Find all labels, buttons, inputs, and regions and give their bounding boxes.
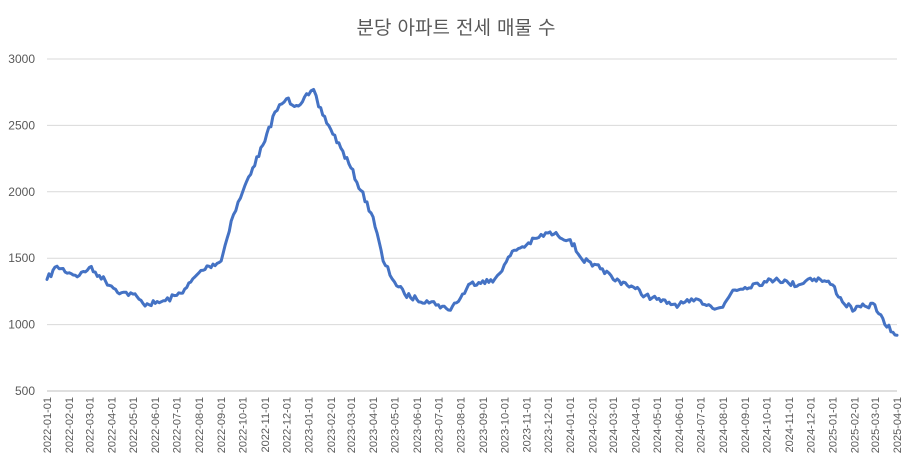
- x-tick-label: 2023-04-01: [368, 397, 380, 453]
- series-line: [45, 88, 899, 337]
- x-tick-label: 2023-02-01: [326, 397, 338, 453]
- x-tick-label: 2024-06-01: [674, 397, 686, 453]
- x-tick-label: 2023-12-01: [543, 397, 555, 453]
- y-tick-label: 500: [15, 384, 35, 398]
- x-tick-label: 2022-12-01: [281, 397, 293, 453]
- x-tick-label: 2025-01-01: [827, 397, 839, 453]
- x-tick-label: 2022-01-01: [42, 397, 54, 453]
- y-tick-label: 1500: [8, 251, 35, 265]
- x-tick-label: 2023-08-01: [456, 397, 468, 453]
- x-tick-label: 2024-05-01: [652, 397, 664, 453]
- x-tick-label: 2023-10-01: [499, 397, 511, 453]
- y-tick-label: 2500: [8, 118, 35, 132]
- y-tick-label: 3000: [8, 52, 35, 66]
- x-tick-label: 2022-03-01: [84, 397, 96, 453]
- x-tick-label: 2022-10-01: [238, 397, 250, 453]
- x-tick-label: 2024-08-01: [718, 397, 730, 453]
- x-tick-label: 2025-02-01: [850, 397, 862, 453]
- x-tick-label: 2022-05-01: [128, 397, 140, 453]
- x-tick-label: 2025-03-01: [870, 397, 882, 453]
- x-tick-label: 2023-05-01: [390, 397, 402, 453]
- x-tick-labels: 2022-01-01 2022-02-01 2022-03-01 2022-04-01…: [42, 397, 904, 453]
- y-tick-label: 1000: [8, 318, 35, 332]
- series-layer: [45, 88, 899, 337]
- x-tick-label: 2023-03-01: [346, 397, 358, 453]
- x-tick-label: 2024-02-01: [587, 397, 599, 453]
- x-tick-label: 2024-12-01: [805, 397, 817, 453]
- gridlines: [47, 58, 897, 326]
- x-tick-label: 2023-11-01: [521, 397, 533, 452]
- x-tick-label: 2022-08-01: [194, 397, 206, 453]
- chart-title: 분당 아파트 전세 매물 수: [357, 17, 556, 39]
- x-tick-label: 2022-09-01: [216, 397, 228, 453]
- y-tick-labels: 500 1000 1500 2000 2500 3000: [8, 52, 35, 398]
- x-tick-label: 2024-03-01: [608, 397, 620, 453]
- x-tick-label: 2023-06-01: [412, 397, 424, 453]
- x-tick-label: 2024-07-01: [696, 397, 708, 453]
- x-tick-label: 2024-10-01: [762, 397, 774, 453]
- x-tick-label: 2024-01-01: [565, 397, 577, 453]
- x-tick-label: 2022-06-01: [150, 397, 162, 453]
- x-tick-label: 2022-11-01: [260, 397, 272, 452]
- x-tick-label: 2022-07-01: [172, 397, 184, 453]
- x-tick-label: 2023-09-01: [478, 397, 490, 453]
- x-tick-label: 2025-04-01: [892, 397, 904, 453]
- x-tick-label: 2024-09-01: [740, 397, 752, 453]
- x-tick-label: 2023-07-01: [433, 397, 445, 453]
- x-tick-label: 2024-11-01: [784, 397, 796, 452]
- x-tick-label: 2024-04-01: [630, 397, 642, 453]
- x-tick-label: 2022-02-01: [64, 397, 76, 453]
- y-tick-label: 2000: [8, 185, 35, 199]
- x-tick-label: 2023-01-01: [304, 397, 316, 453]
- x-tick-label: 2022-04-01: [107, 397, 119, 453]
